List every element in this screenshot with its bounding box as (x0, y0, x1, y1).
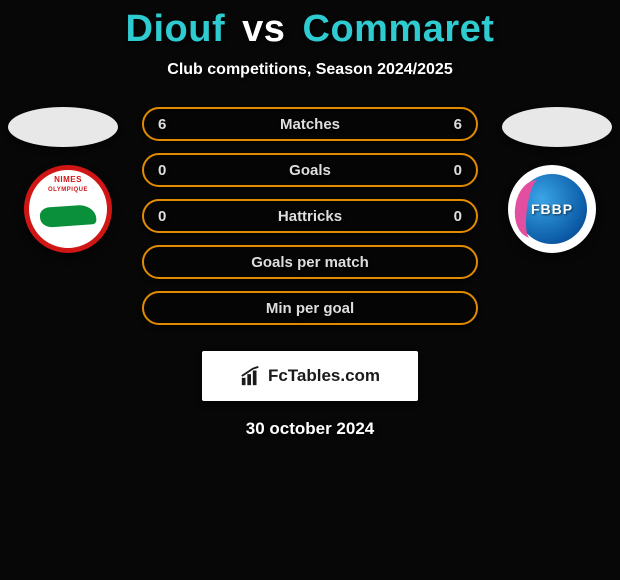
stat-value-right: 0 (454, 162, 462, 179)
player2-name: Commaret (303, 8, 495, 50)
stat-label: Goals (289, 162, 331, 179)
stat-label: Hattricks (278, 208, 342, 225)
stat-row-goals: 0 Goals 0 (142, 153, 478, 187)
stat-row-hattricks: 0 Hattricks 0 (142, 199, 478, 233)
badge-left-text: NIMES OLYMPIQUE (48, 176, 88, 194)
player1-avatar-oval (8, 107, 118, 147)
player1-name: Diouf (126, 8, 226, 50)
stat-value-left: 0 (158, 162, 166, 179)
stat-value-left: 6 (158, 116, 166, 133)
badge-right-label: FBBP (531, 201, 573, 217)
stat-row-gpm: Goals per match (142, 245, 478, 279)
player1-club-badge: NIMES OLYMPIQUE (24, 165, 112, 253)
subtitle: Club competitions, Season 2024/2025 (0, 61, 620, 79)
comparison-title: Diouf vs Commaret (0, 0, 620, 51)
stat-row-mpg: Min per goal (142, 291, 478, 325)
stat-label: Goals per match (251, 254, 369, 271)
stat-value-right: 6 (454, 116, 462, 133)
logo-text: FcTables.com (268, 366, 380, 386)
stat-label: Min per goal (266, 300, 354, 317)
stat-value-right: 0 (454, 208, 462, 225)
player2-club-badge: FBBP (508, 165, 596, 253)
fctables-logo[interactable]: FcTables.com (202, 351, 418, 401)
bar-chart-icon (240, 365, 262, 387)
comparison-stage: NIMES OLYMPIQUE FBBP 6 Matches 6 0 Goals… (0, 107, 620, 439)
stat-rows: 6 Matches 6 0 Goals 0 0 Hattricks 0 Goal… (142, 107, 478, 325)
stat-label: Matches (280, 116, 340, 133)
vs-label: vs (242, 8, 285, 50)
footer-date: 30 october 2024 (0, 419, 620, 439)
stat-row-matches: 6 Matches 6 (142, 107, 478, 141)
player2-avatar-oval (502, 107, 612, 147)
stat-value-left: 0 (158, 208, 166, 225)
crocodile-icon (39, 204, 96, 228)
